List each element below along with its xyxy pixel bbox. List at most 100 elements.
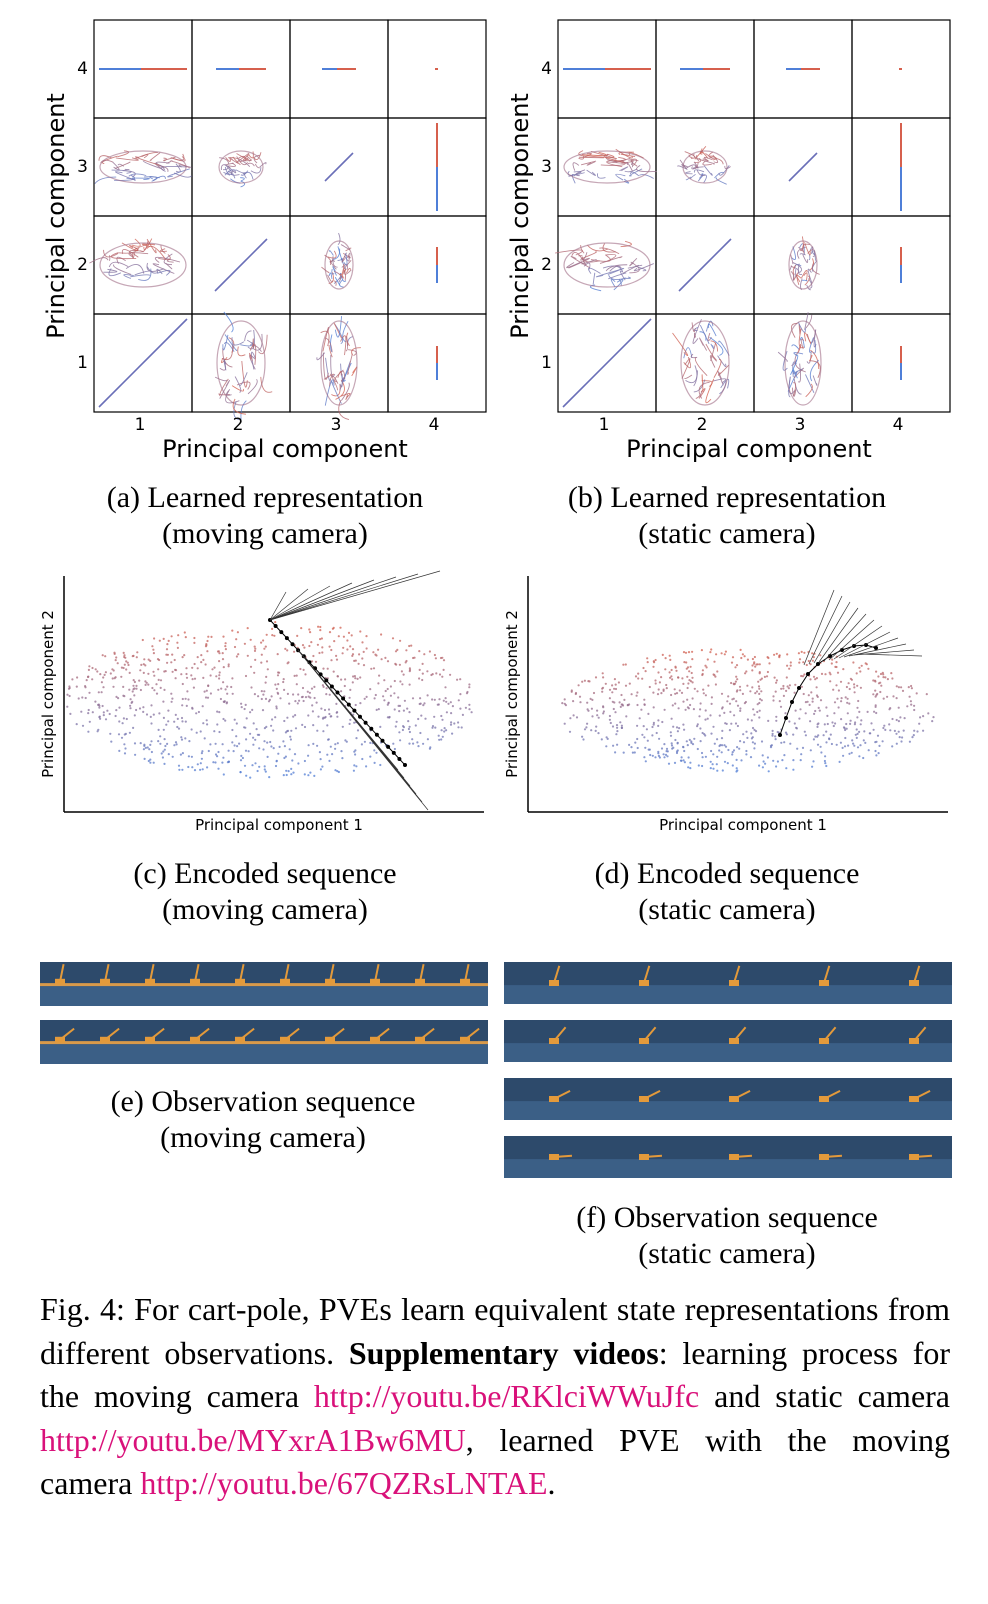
scatter-point <box>363 740 366 743</box>
scatter-point <box>804 701 807 704</box>
link-learning-moving[interactable]: http://youtu.be/RKlciWWuJfc <box>313 1378 700 1414</box>
cart-body <box>235 1036 245 1043</box>
scatter-point <box>402 725 405 728</box>
panel-c-xlabel: Principal component 1 <box>195 816 363 834</box>
scatter-point <box>129 698 132 701</box>
scatter-point <box>145 681 148 684</box>
pairplot-trajectory <box>633 263 654 272</box>
pairplot-trajectory <box>322 352 329 380</box>
cart-pole <box>284 963 290 982</box>
scatter-point <box>450 712 453 715</box>
scatter-point <box>133 714 136 717</box>
scatter-point <box>745 753 748 756</box>
scatter-point <box>318 751 321 754</box>
pairplot-trajectory <box>343 252 348 266</box>
pairplot-trajectory <box>332 266 337 276</box>
pairplot-trajectory <box>103 249 119 258</box>
scatter-point <box>604 682 607 685</box>
panel-c-caption: (c) Encoded sequence (moving camera) <box>60 856 470 928</box>
pairplot-trajectory <box>171 160 190 169</box>
scatter-point <box>657 671 660 674</box>
scatter-point <box>854 721 857 724</box>
scatter-point <box>181 704 184 707</box>
scatter-point <box>644 760 647 763</box>
observation-floor <box>504 985 952 1004</box>
scatter-point <box>915 692 918 695</box>
scatter-point <box>591 715 594 718</box>
scatter-point <box>226 692 229 695</box>
scatter-point <box>88 720 91 723</box>
scatter-point <box>744 700 747 704</box>
scatter-point <box>150 740 153 743</box>
scatter-point <box>177 634 180 637</box>
scatter-point <box>762 760 765 763</box>
pairplot-trajectory <box>135 153 149 160</box>
scatter-point <box>188 740 191 743</box>
cart-pole <box>733 1089 751 1100</box>
scatter-point <box>772 695 775 698</box>
pairplot-trajectory <box>236 381 251 390</box>
scatter-point <box>325 693 328 696</box>
scatter-point <box>875 754 878 757</box>
scatter-point <box>114 714 117 718</box>
scatter-point <box>157 740 160 743</box>
scatter-point <box>651 725 654 729</box>
scatter-point <box>685 661 688 664</box>
scatter-point <box>166 742 169 745</box>
scatter-point <box>848 702 851 705</box>
scatter-point <box>362 650 365 653</box>
scatter-point <box>649 753 652 757</box>
scatter-point <box>669 676 672 679</box>
scatter-point <box>263 768 266 771</box>
pairplot-trajectory <box>715 177 727 185</box>
scatter-point <box>753 742 756 745</box>
scatter-point <box>340 678 343 681</box>
link-learned-pve-moving[interactable]: http://youtu.be/67QZRsLNTAE <box>140 1465 548 1501</box>
scatter-point <box>353 764 356 767</box>
scatter-point <box>753 728 756 731</box>
scatter-point <box>460 726 463 729</box>
scatter-point <box>709 767 712 770</box>
pairplot-trajectory <box>793 378 802 395</box>
scatter-point <box>163 762 166 765</box>
scatter-point <box>377 708 380 711</box>
scatter-point <box>654 658 657 662</box>
scatter-point <box>703 733 706 736</box>
scatter-point <box>193 641 196 644</box>
scatter-point <box>354 703 357 707</box>
scatter-point <box>91 666 94 670</box>
scatter-point <box>292 771 295 774</box>
scatter-point <box>755 690 759 693</box>
scatter-point <box>282 678 285 681</box>
scatter-point <box>689 767 692 770</box>
scatter-point <box>850 751 853 754</box>
scatter-point <box>693 737 696 740</box>
scatter-point <box>595 725 598 728</box>
scatter-point <box>799 708 802 711</box>
pairplot-trajectory <box>800 247 804 252</box>
cart-pole <box>733 1154 753 1158</box>
scatter-point <box>735 700 738 703</box>
scatter-point <box>622 663 625 666</box>
scatter-point <box>173 744 176 747</box>
scatter-point <box>736 724 739 728</box>
pairplot-trajectory <box>627 264 643 269</box>
scatter-point <box>700 649 703 652</box>
pairplot-trajectory <box>705 343 717 361</box>
scatter-point <box>843 727 846 730</box>
scatter-point <box>441 675 444 678</box>
trajectory-point <box>874 646 878 650</box>
link-learning-static[interactable]: http://youtu.be/MYxrA1Bw6MU <box>40 1421 466 1458</box>
scatter-point <box>846 701 849 704</box>
pairplot-trajectory <box>241 360 248 388</box>
scatter-point <box>751 686 754 689</box>
scatter-point <box>206 696 210 699</box>
scatter-point <box>814 709 817 713</box>
scatter-point <box>139 669 142 672</box>
scatter-point <box>643 736 646 739</box>
scatter-point <box>690 671 693 675</box>
pairplot-trajectory <box>152 175 166 181</box>
observation-floor <box>40 1044 488 1064</box>
scatter-point <box>800 685 803 688</box>
scatter-point <box>180 673 183 676</box>
